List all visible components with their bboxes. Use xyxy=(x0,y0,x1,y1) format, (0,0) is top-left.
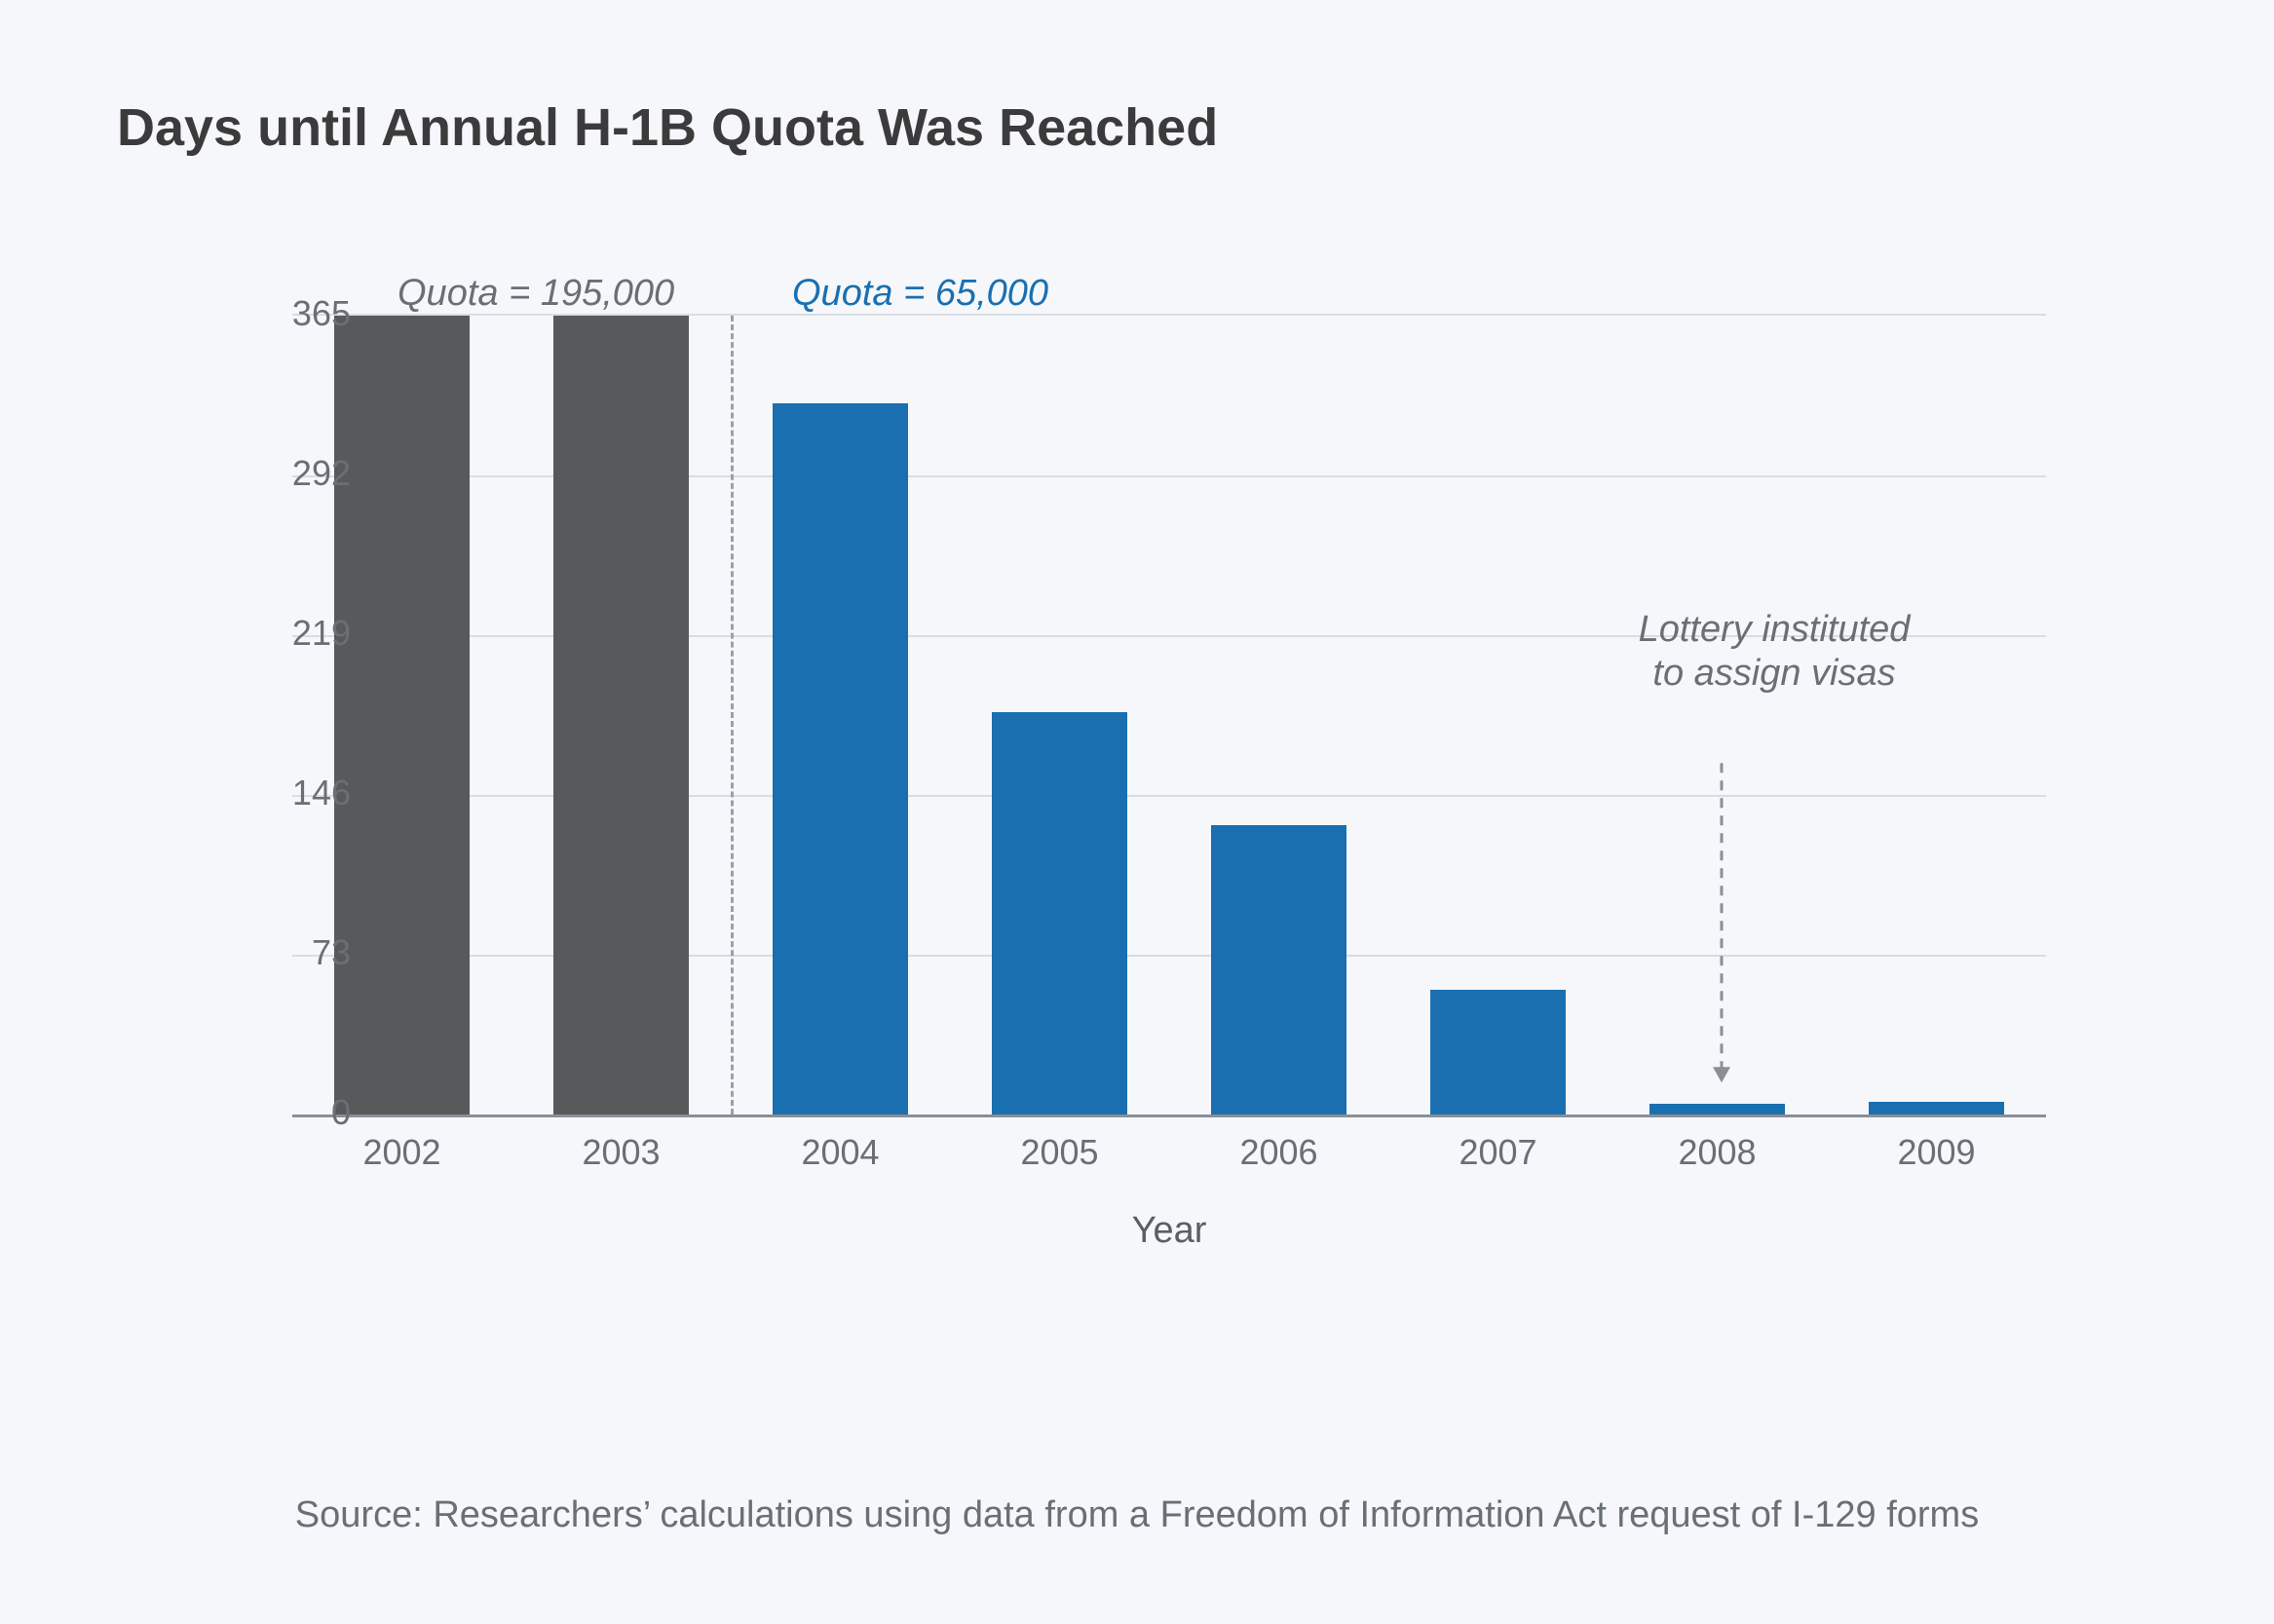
y-tick-label: 0 xyxy=(253,1092,351,1133)
y-tick-label: 146 xyxy=(253,773,351,813)
baseline xyxy=(292,1114,2046,1117)
page: Days until Annual H-1B Quota Was Reached… xyxy=(0,0,2274,1624)
y-tick-label: 73 xyxy=(253,932,351,973)
bar xyxy=(553,316,690,1114)
annotation: Lottery instituted xyxy=(1639,609,1911,651)
chart-title: Days until Annual H-1B Quota Was Reached xyxy=(117,97,2157,158)
x-tick-label: 2009 xyxy=(1839,1132,2034,1173)
x-tick-label: 2003 xyxy=(524,1132,719,1173)
x-tick-label: 2005 xyxy=(963,1132,1157,1173)
bar xyxy=(1649,1104,1786,1114)
x-tick-label: 2002 xyxy=(305,1132,500,1173)
source-text: Source: Researchers’ calculations using … xyxy=(0,1494,2274,1536)
x-tick-label: 2008 xyxy=(1620,1132,1815,1173)
plot-area: Quota = 195,000Quota = 65,000Lottery ins… xyxy=(292,314,2046,1114)
x-axis-label: Year xyxy=(292,1210,2046,1252)
y-tick-label: 292 xyxy=(253,453,351,494)
x-tick-label: 2006 xyxy=(1182,1132,1377,1173)
bar xyxy=(1430,990,1567,1114)
x-tick-label: 2004 xyxy=(743,1132,938,1173)
chart: Quota = 195,000 Quota = 65,000 Lottery ins… xyxy=(175,275,2124,1249)
annotation: to assign visas xyxy=(1652,653,1895,695)
annotation: Quota = 195,000 xyxy=(398,273,674,315)
bar xyxy=(992,712,1128,1114)
bar xyxy=(334,316,471,1114)
y-tick-label: 219 xyxy=(253,613,351,654)
annotation: Quota = 65,000 xyxy=(792,273,1048,315)
bar xyxy=(1869,1102,2005,1114)
x-tick-label: 2007 xyxy=(1401,1132,1596,1173)
bar xyxy=(773,403,909,1114)
quota-separator xyxy=(731,316,734,1114)
bar xyxy=(1211,825,1347,1114)
y-tick-label: 365 xyxy=(253,293,351,334)
